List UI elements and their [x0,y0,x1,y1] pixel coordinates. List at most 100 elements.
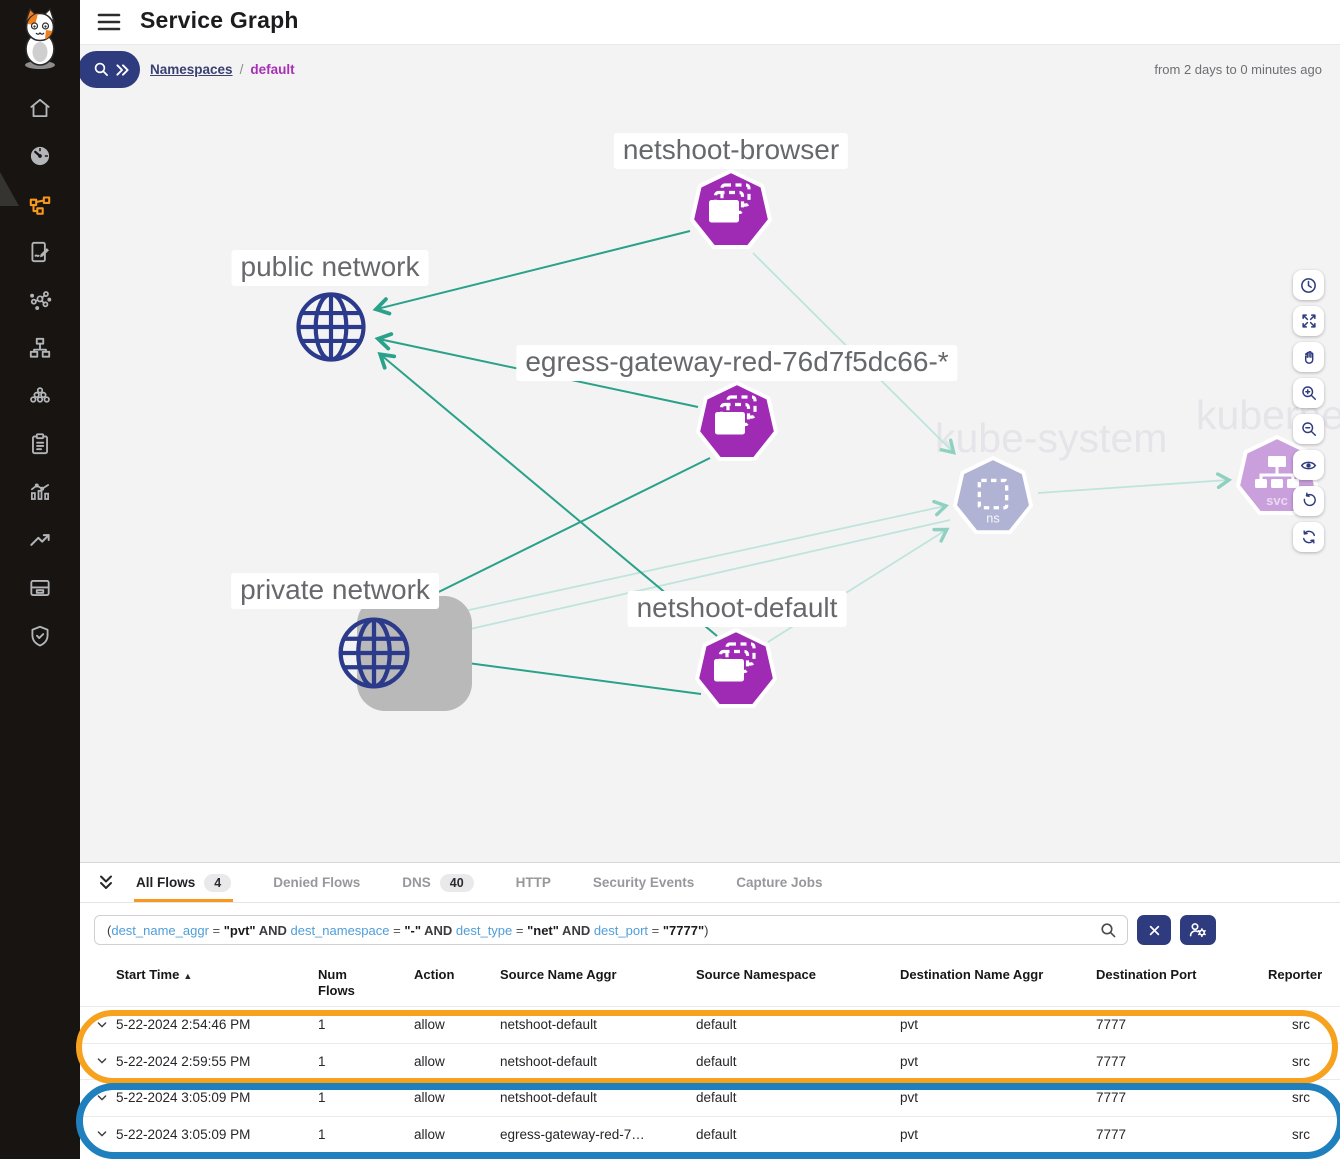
node-kube-system[interactable]: ns [952,456,1034,538]
graph-view-controls [1293,270,1324,552]
breadcrumb: Namespaces / default [150,62,295,77]
node-label-egress-gateway[interactable]: egress-gateway-red-76d7f5dc66-* [516,345,958,381]
sidebar-item-reports[interactable] [0,468,80,516]
node-label-netshoot-browser[interactable]: netshoot-browser [613,133,849,169]
time-settings-button[interactable] [1293,270,1324,300]
app-header: Service Graph [80,0,1340,45]
clock-icon [1301,277,1316,293]
table-row: 5-22-2024 2:54:46 PM 1 allow netshoot-de… [80,1006,1340,1043]
breadcrumb-namespaces-link[interactable]: Namespaces [150,62,233,77]
col-start-time[interactable]: Start Time ▲ [116,967,193,982]
fit-to-view-button[interactable] [1293,306,1324,336]
tab-all-flows[interactable]: All Flows 4 [134,863,234,902]
dashboard-icon [30,146,50,166]
eye-icon [1300,461,1317,469]
tab-badge: 4 [204,873,232,892]
tab-http[interactable]: HTTP [514,863,553,902]
col-dest-port[interactable]: Destination Port [1096,967,1197,982]
node-public-network[interactable] [292,288,370,366]
graph-canvas[interactable]: Namespaces / default from 2 days to 0 minu… [80,44,1340,862]
expand-row-button[interactable] [88,1053,116,1069]
cell-source-namespace: default [696,1053,737,1069]
sidebar-item-compliance[interactable] [0,420,80,468]
column-settings-button[interactable] [1180,915,1216,945]
sidebar-item-security[interactable] [0,612,80,660]
chevron-down-icon [97,1095,107,1101]
svg-text:ns: ns [986,511,999,525]
node-label-public-network[interactable]: public network [231,250,429,286]
filter-row: (dest_name_aggr = "pvt" AND dest_namespa… [80,903,1340,957]
expand-row-button[interactable] [88,1090,116,1106]
node-netshoot-default[interactable] [694,628,778,712]
table-row: 5-22-2024 3:05:09 PM 1 allow egress-gate… [80,1115,1340,1153]
col-num-flows[interactable]: Num Flows [318,967,355,998]
close-icon [1149,925,1159,935]
node-label-private-network[interactable]: private network [231,573,439,609]
clear-filter-button[interactable] [1137,915,1171,945]
shield-check-icon [31,625,49,647]
sidebar-item-dashboard[interactable] [0,132,80,180]
tab-capture-jobs[interactable]: Capture Jobs [734,863,824,902]
zoom-in-icon [1301,386,1316,401]
sidebar-item-network-sets[interactable] [0,324,80,372]
flows-panel: All Flows 4 Denied Flows DNS 40 HTTP Sec… [80,862,1340,1159]
pan-button[interactable] [1293,342,1324,372]
sidebar-item-trends[interactable] [0,516,80,564]
user-gear-icon [1189,923,1206,938]
zoom-in-button[interactable] [1293,378,1324,408]
sidebar-item-clusters[interactable] [0,372,80,420]
sort-ascending-icon: ▲ [183,971,193,981]
expand-row-button[interactable] [88,1017,116,1033]
node-label-netshoot-default[interactable]: netshoot-default [627,591,847,627]
refresh-button[interactable] [1293,522,1324,552]
col-action[interactable]: Action [414,967,455,982]
node-netshoot-browser[interactable] [689,169,773,253]
tab-denied-flows[interactable]: Denied Flows [271,863,362,902]
home-icon [30,98,50,118]
tab-badge: 40 [439,873,474,892]
cell-action: allow [414,1090,445,1106]
hamburger-menu-button[interactable] [97,11,121,33]
undo-icon [1303,492,1316,507]
cell-source-namespace: default [696,1090,737,1106]
node-egress-gateway[interactable] [695,381,779,465]
col-source-namespace[interactable]: Source Namespace [696,967,816,982]
refresh-icon [1302,530,1315,544]
zoom-out-icon [1301,422,1316,437]
sidebar-item-service-graph[interactable] [0,180,80,228]
cell-reporter: src [1292,1126,1310,1142]
hand-icon [1304,351,1313,364]
node-kubernetes[interactable]: svc [1235,435,1319,519]
chevron-down-icon [97,1058,107,1064]
cell-source-name: netshoot-default [500,1017,597,1033]
collapse-panel-button[interactable] [94,871,118,895]
sidebar-item-policies[interactable] [0,228,80,276]
col-dest-name[interactable]: Destination Name Aggr [900,967,1044,982]
cell-dest-port: 7777 [1096,1126,1127,1142]
expand-row-button[interactable] [88,1126,116,1142]
zoom-out-button[interactable] [1293,414,1324,444]
search-icon [94,62,108,76]
node-private-network[interactable] [334,613,414,693]
graph-search-button[interactable] [80,51,140,88]
tab-dns[interactable]: DNS 40 [400,863,475,902]
cell-start-time: 5-22-2024 2:54:46 PM [116,1017,251,1033]
stats-icon [31,483,49,500]
visibility-button[interactable] [1293,450,1324,480]
undo-button[interactable] [1293,486,1324,516]
chevron-double-right-icon [116,63,129,76]
box-icon [30,580,50,596]
table-row: 5-22-2024 3:05:09 PM 1 allow netshoot-de… [80,1079,1340,1116]
sidebar-item-storage[interactable] [0,564,80,612]
tab-security-events[interactable]: Security Events [591,863,696,902]
cell-num-flows: 1 [318,1017,326,1033]
col-reporter[interactable]: Reporter [1268,967,1323,982]
filter-query-input[interactable]: (dest_name_aggr = "pvt" AND dest_namespa… [94,915,1128,945]
cell-dest-name: pvt [900,1053,919,1069]
sidebar-item-endpoints[interactable] [0,276,80,324]
col-source-name[interactable]: Source Name Aggr [500,967,617,982]
namespace-icon: ns [952,456,1034,538]
globe-icon [334,613,414,693]
cell-start-time: 5-22-2024 2:59:55 PM [116,1053,251,1069]
sidebar-item-home[interactable] [0,84,80,132]
